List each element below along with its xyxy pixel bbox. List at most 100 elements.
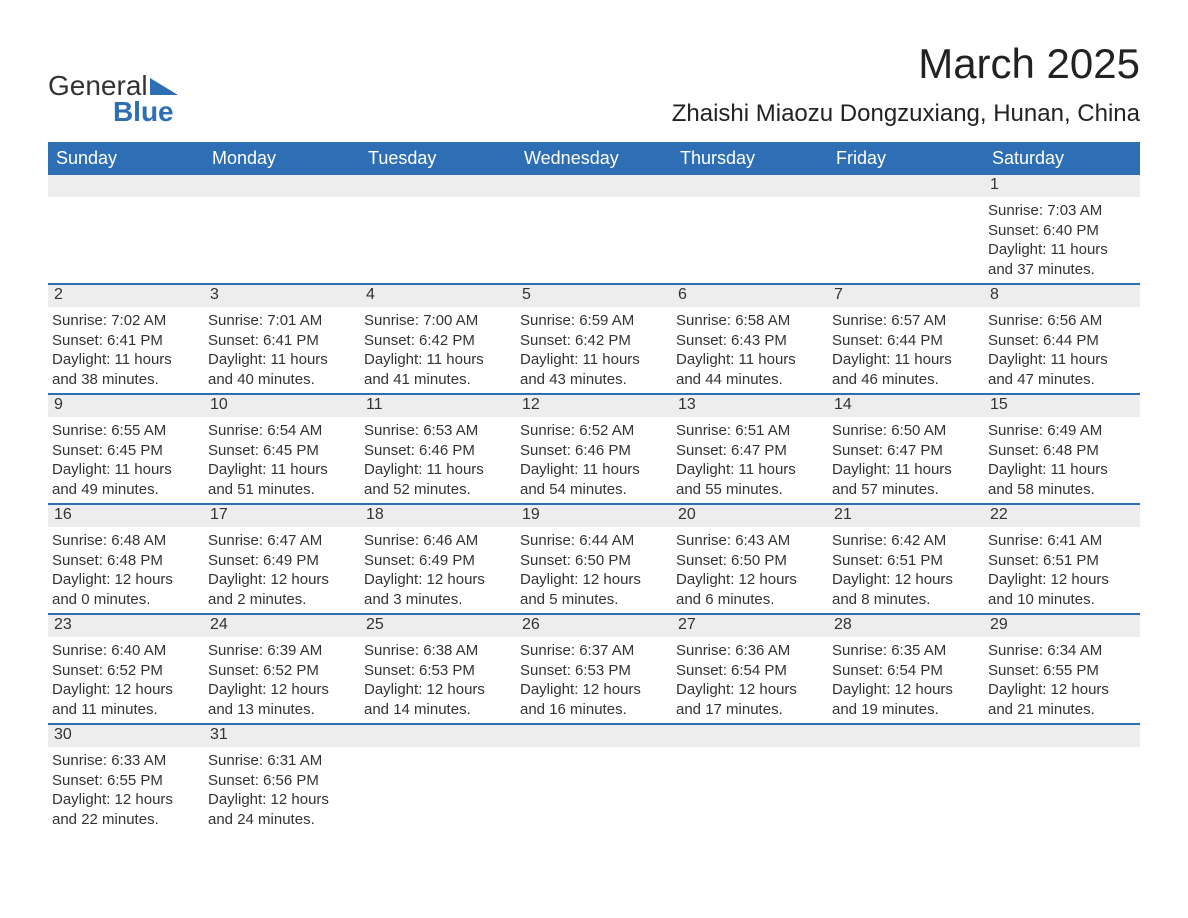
daylight-line: Daylight: 11 hours and 55 minutes. [676, 460, 822, 499]
sunset-line: Sunset: 6:53 PM [520, 661, 666, 681]
day-body [204, 197, 360, 275]
empty-day-cell [204, 175, 360, 283]
day-number: 30 [48, 725, 204, 747]
day-cell: 27Sunrise: 6:36 AMSunset: 6:54 PMDayligh… [672, 615, 828, 723]
weekday-header-cell: Thursday [672, 142, 828, 175]
day-number: 16 [48, 505, 204, 527]
daylight-line: Daylight: 11 hours and 54 minutes. [520, 460, 666, 499]
day-body [828, 747, 984, 825]
daylight-line: Daylight: 12 hours and 22 minutes. [52, 790, 198, 829]
daylight-line: Daylight: 11 hours and 37 minutes. [988, 240, 1134, 279]
sunrise-line: Sunrise: 6:48 AM [52, 531, 198, 551]
sunset-line: Sunset: 6:40 PM [988, 221, 1134, 241]
day-cell: 17Sunrise: 6:47 AMSunset: 6:49 PMDayligh… [204, 505, 360, 613]
day-number: 21 [828, 505, 984, 527]
daylight-line: Daylight: 12 hours and 17 minutes. [676, 680, 822, 719]
sunset-line: Sunset: 6:50 PM [676, 551, 822, 571]
day-body: Sunrise: 6:50 AMSunset: 6:47 PMDaylight:… [828, 417, 984, 503]
day-cell: 24Sunrise: 6:39 AMSunset: 6:52 PMDayligh… [204, 615, 360, 723]
sunset-line: Sunset: 6:45 PM [52, 441, 198, 461]
day-number: 1 [984, 175, 1140, 197]
sunrise-line: Sunrise: 6:55 AM [52, 421, 198, 441]
sunset-line: Sunset: 6:52 PM [208, 661, 354, 681]
daylight-line: Daylight: 11 hours and 44 minutes. [676, 350, 822, 389]
sunrise-line: Sunrise: 6:43 AM [676, 531, 822, 551]
sunrise-line: Sunrise: 6:34 AM [988, 641, 1134, 661]
day-cell: 30Sunrise: 6:33 AMSunset: 6:55 PMDayligh… [48, 725, 204, 833]
daylight-line: Daylight: 12 hours and 13 minutes. [208, 680, 354, 719]
day-body: Sunrise: 6:42 AMSunset: 6:51 PMDaylight:… [828, 527, 984, 613]
day-number: 2 [48, 285, 204, 307]
daylight-line: Daylight: 12 hours and 5 minutes. [520, 570, 666, 609]
weekday-header-row: SundayMondayTuesdayWednesdayThursdayFrid… [48, 142, 1140, 175]
sunrise-line: Sunrise: 6:41 AM [988, 531, 1134, 551]
day-number: 14 [828, 395, 984, 417]
day-body: Sunrise: 6:36 AMSunset: 6:54 PMDaylight:… [672, 637, 828, 723]
sunset-line: Sunset: 6:42 PM [520, 331, 666, 351]
day-body: Sunrise: 6:59 AMSunset: 6:42 PMDaylight:… [516, 307, 672, 393]
day-body [516, 747, 672, 825]
week-row: 16Sunrise: 6:48 AMSunset: 6:48 PMDayligh… [48, 503, 1140, 613]
sunrise-line: Sunrise: 6:40 AM [52, 641, 198, 661]
sunset-line: Sunset: 6:49 PM [208, 551, 354, 571]
sunset-line: Sunset: 6:55 PM [988, 661, 1134, 681]
day-number: 17 [204, 505, 360, 527]
weekday-header-cell: Tuesday [360, 142, 516, 175]
daylight-line: Daylight: 12 hours and 0 minutes. [52, 570, 198, 609]
day-body [984, 747, 1140, 825]
day-cell: 22Sunrise: 6:41 AMSunset: 6:51 PMDayligh… [984, 505, 1140, 613]
sunset-line: Sunset: 6:51 PM [832, 551, 978, 571]
week-row: 30Sunrise: 6:33 AMSunset: 6:55 PMDayligh… [48, 723, 1140, 833]
day-body: Sunrise: 6:56 AMSunset: 6:44 PMDaylight:… [984, 307, 1140, 393]
daylight-line: Daylight: 11 hours and 43 minutes. [520, 350, 666, 389]
sunrise-line: Sunrise: 6:42 AM [832, 531, 978, 551]
day-cell: 15Sunrise: 6:49 AMSunset: 6:48 PMDayligh… [984, 395, 1140, 503]
empty-day-cell [828, 175, 984, 283]
empty-day-cell [516, 725, 672, 833]
day-number: 4 [360, 285, 516, 307]
sunset-line: Sunset: 6:42 PM [364, 331, 510, 351]
day-number: 23 [48, 615, 204, 637]
sunset-line: Sunset: 6:50 PM [520, 551, 666, 571]
sunrise-line: Sunrise: 6:51 AM [676, 421, 822, 441]
day-number: 10 [204, 395, 360, 417]
daylight-line: Daylight: 11 hours and 46 minutes. [832, 350, 978, 389]
day-body: Sunrise: 6:34 AMSunset: 6:55 PMDaylight:… [984, 637, 1140, 723]
day-number: 8 [984, 285, 1140, 307]
day-body: Sunrise: 6:46 AMSunset: 6:49 PMDaylight:… [360, 527, 516, 613]
day-body: Sunrise: 6:43 AMSunset: 6:50 PMDaylight:… [672, 527, 828, 613]
daylight-line: Daylight: 11 hours and 51 minutes. [208, 460, 354, 499]
day-body: Sunrise: 6:52 AMSunset: 6:46 PMDaylight:… [516, 417, 672, 503]
sunset-line: Sunset: 6:54 PM [832, 661, 978, 681]
day-cell: 28Sunrise: 6:35 AMSunset: 6:54 PMDayligh… [828, 615, 984, 723]
sunset-line: Sunset: 6:48 PM [52, 551, 198, 571]
sunrise-line: Sunrise: 6:36 AM [676, 641, 822, 661]
day-body: Sunrise: 6:54 AMSunset: 6:45 PMDaylight:… [204, 417, 360, 503]
day-cell: 4Sunrise: 7:00 AMSunset: 6:42 PMDaylight… [360, 285, 516, 393]
day-body: Sunrise: 6:40 AMSunset: 6:52 PMDaylight:… [48, 637, 204, 723]
daylight-line: Daylight: 12 hours and 21 minutes. [988, 680, 1134, 719]
day-number: 22 [984, 505, 1140, 527]
day-number [204, 175, 360, 197]
sunrise-line: Sunrise: 6:56 AM [988, 311, 1134, 331]
day-body: Sunrise: 6:55 AMSunset: 6:45 PMDaylight:… [48, 417, 204, 503]
day-number: 20 [672, 505, 828, 527]
day-number [516, 725, 672, 747]
empty-day-cell [828, 725, 984, 833]
day-body: Sunrise: 7:00 AMSunset: 6:42 PMDaylight:… [360, 307, 516, 393]
day-cell: 2Sunrise: 7:02 AMSunset: 6:41 PMDaylight… [48, 285, 204, 393]
day-number: 12 [516, 395, 672, 417]
day-body: Sunrise: 6:57 AMSunset: 6:44 PMDaylight:… [828, 307, 984, 393]
sunset-line: Sunset: 6:44 PM [988, 331, 1134, 351]
weekday-header-cell: Saturday [984, 142, 1140, 175]
week-row: 9Sunrise: 6:55 AMSunset: 6:45 PMDaylight… [48, 393, 1140, 503]
logo-text: General Blue [48, 70, 178, 128]
day-body [672, 747, 828, 825]
daylight-line: Daylight: 12 hours and 2 minutes. [208, 570, 354, 609]
day-cell: 3Sunrise: 7:01 AMSunset: 6:41 PMDaylight… [204, 285, 360, 393]
week-row: 23Sunrise: 6:40 AMSunset: 6:52 PMDayligh… [48, 613, 1140, 723]
day-number [48, 175, 204, 197]
daylight-line: Daylight: 11 hours and 49 minutes. [52, 460, 198, 499]
day-number: 11 [360, 395, 516, 417]
day-number: 19 [516, 505, 672, 527]
